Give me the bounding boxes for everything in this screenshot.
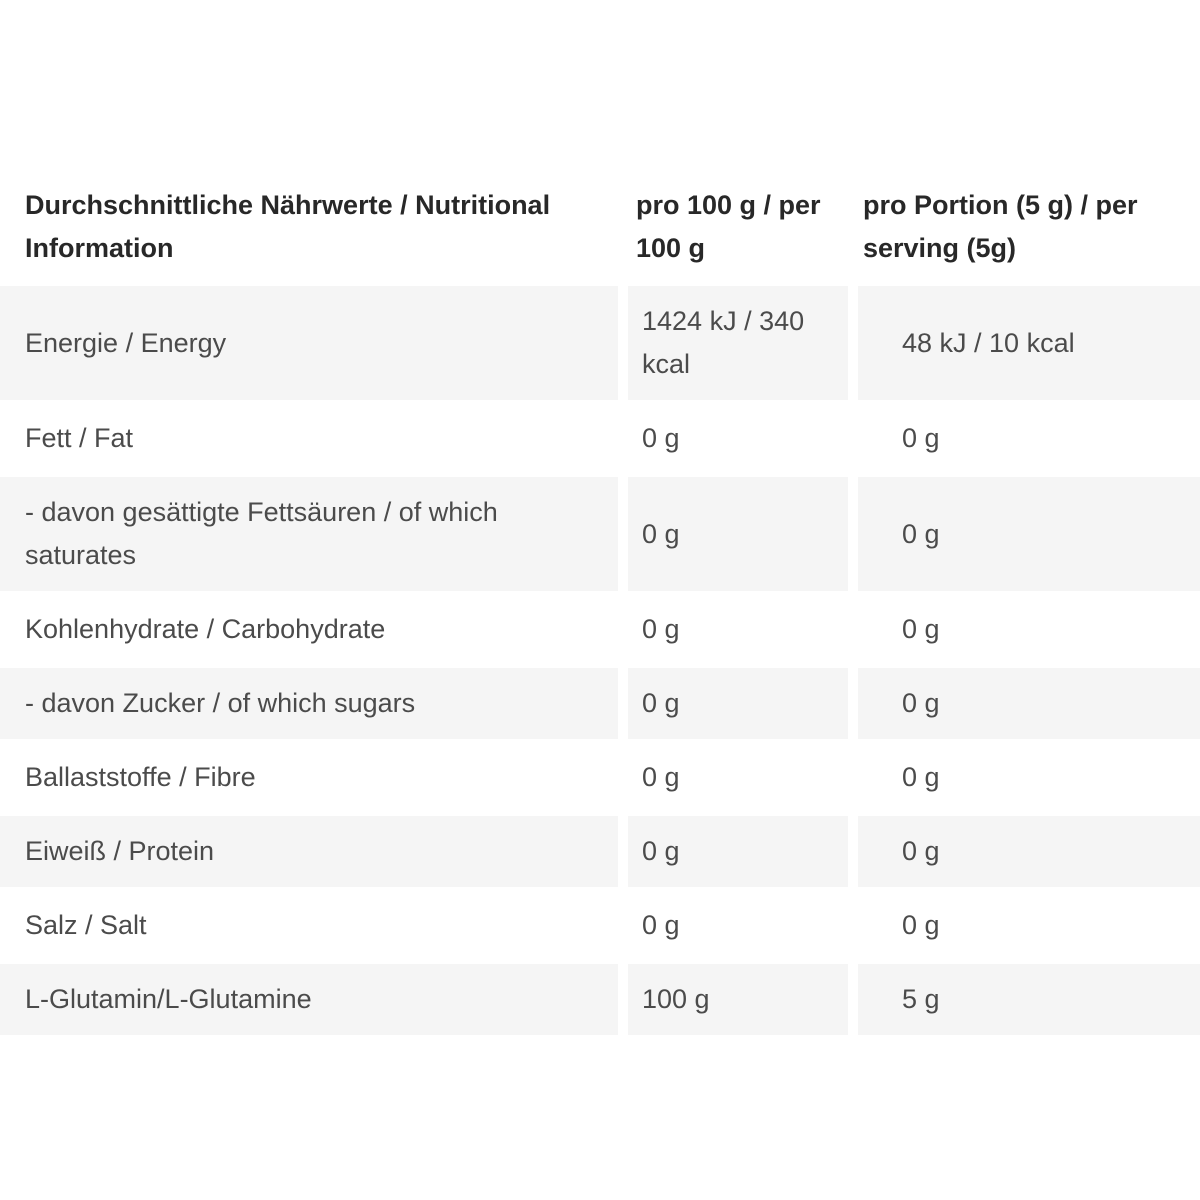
per-serving-value: 0 g	[902, 910, 940, 940]
table-row-carbohydrate: Kohlenhydrate / Carbohydrate 0 g 0 g	[0, 594, 1200, 665]
table-row-fat: Fett / Fat 0 g 0 g	[0, 403, 1200, 474]
per-100g-value: 0 g	[628, 477, 848, 591]
nutrient-label: Salz / Salt	[25, 910, 147, 940]
per-serving-value: 0 g	[902, 423, 940, 453]
per-100g-value: 0 g	[628, 668, 848, 739]
nutrient-label: - davon gesättigte Fettsäuren / of which…	[0, 477, 618, 591]
nutrient-label: Eiweiß / Protein	[0, 816, 618, 887]
per-serving-value: 0 g	[858, 668, 1200, 739]
nutrient-label: Ballaststoffe / Fibre	[25, 762, 256, 792]
per-100g-value: 1424 kJ / 340 kcal	[628, 286, 848, 400]
nutrient-label: L-Glutamin/L-Glutamine	[0, 964, 618, 1035]
per-serving-value: 0 g	[902, 762, 940, 792]
nutrient-label: - davon Zucker / of which sugars	[0, 668, 618, 739]
header-nutrient: Durchschnittliche Nährwerte / Nutritiona…	[25, 190, 551, 263]
table-row-salt: Salz / Salt 0 g 0 g	[0, 890, 1200, 961]
per-serving-value: 48 kJ / 10 kcal	[858, 286, 1200, 400]
nutrient-label: Energie / Energy	[0, 286, 618, 400]
per-100g-value: 0 g	[642, 423, 680, 453]
table-row-l-glutamine: L-Glutamin/L-Glutamine 100 g 5 g	[0, 964, 1200, 1035]
header-row: Durchschnittliche Nährwerte / Nutritiona…	[0, 171, 1200, 283]
per-100g-value: 100 g	[628, 964, 848, 1035]
header-per-serving: pro Portion (5 g) / per serving (5g)	[863, 190, 1138, 263]
per-serving-value: 0 g	[858, 477, 1200, 591]
table-row-protein: Eiweiß / Protein 0 g 0 g	[0, 816, 1200, 887]
table-row-fibre: Ballaststoffe / Fibre 0 g 0 g	[0, 742, 1200, 813]
table-row-saturates: - davon gesättigte Fettsäuren / of which…	[0, 477, 1200, 591]
table-row-energy: Energie / Energy 1424 kJ / 340 kcal 48 k…	[0, 286, 1200, 400]
per-100g-value: 0 g	[642, 762, 680, 792]
per-100g-value: 0 g	[628, 816, 848, 887]
nutrient-label: Kohlenhydrate / Carbohydrate	[25, 614, 386, 644]
nutrition-table-container: Durchschnittliche Nährwerte / Nutritiona…	[0, 168, 1200, 1038]
per-serving-value: 5 g	[858, 964, 1200, 1035]
per-100g-value: 0 g	[642, 614, 680, 644]
per-serving-value: 0 g	[858, 816, 1200, 887]
header-per-100g: pro 100 g / per 100 g	[636, 190, 821, 263]
nutrient-label: Fett / Fat	[25, 423, 134, 453]
per-serving-value: 0 g	[902, 614, 940, 644]
table-row-sugars: - davon Zucker / of which sugars 0 g 0 g	[0, 668, 1200, 739]
nutrition-table: Durchschnittliche Nährwerte / Nutritiona…	[0, 168, 1200, 1038]
per-100g-value: 0 g	[642, 910, 680, 940]
